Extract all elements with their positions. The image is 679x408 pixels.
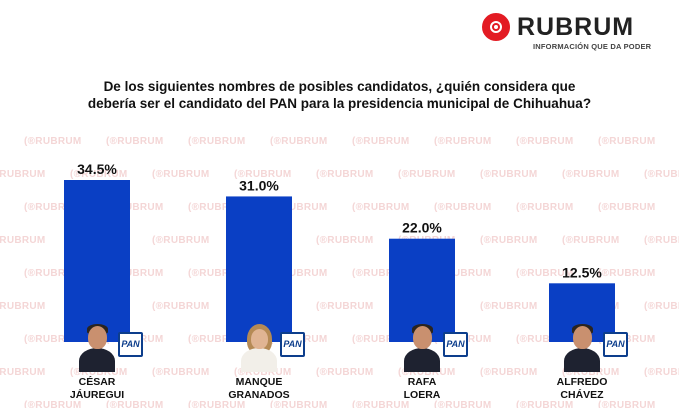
watermark-row: (®RUBRUM(®RUBRUM(®RUBRUM(®RUBRUM(®RUBRUM… [24, 268, 656, 279]
watermark-row: (®RUBRUM(®RUBRUM(®RUBRUM(®RUBRUM(®RUBRUM… [0, 367, 679, 378]
category-label-line: JÁUREGUI [69, 389, 125, 401]
watermark-row: (®RUBRUM(®RUBRUM(®RUBRUM(®RUBRUM(®RUBRUM… [24, 202, 656, 213]
category-label-line: GRANADOS [228, 389, 290, 401]
survey-question: De los siguientes nombres de posibles ca… [10, 78, 669, 112]
value-label-4: 12.5% [562, 264, 602, 280]
candidate-photo-3 [403, 324, 441, 372]
category-label-1: CÉSAR JÁUREGUI [37, 376, 157, 402]
logo-name: RUBRUM [517, 13, 635, 41]
pan-logo-icon: PAN [443, 332, 468, 357]
value-label-3: 22.0% [402, 220, 442, 236]
value-label-2: 31.0% [239, 177, 279, 193]
watermark-row: (®RUBRUM(®RUBRUM(®RUBRUM(®RUBRUM(®RUBRUM… [24, 400, 656, 408]
category-label-2: MANQUE GRANADOS [199, 376, 319, 402]
pan-logo-icon: PAN [603, 332, 628, 357]
pan-logo-icon: PAN [280, 332, 305, 357]
candidate-photo-1 [78, 324, 116, 372]
candidate-photo-4 [563, 324, 601, 372]
question-line-2: debería ser el candidato del PAN para la… [87, 96, 592, 111]
category-label-line: LOERA [403, 389, 441, 401]
bar-1 [64, 180, 130, 342]
watermark-row: (®RUBRUM(®RUBRUM(®RUBRUM(®RUBRUM(®RUBRUM… [0, 169, 679, 180]
category-label-line: RAFA [407, 376, 437, 388]
watermark-row: (®RUBRUM(®RUBRUM(®RUBRUM(®RUBRUM(®RUBRUM… [24, 136, 656, 147]
category-label-line: MANQUE [235, 376, 283, 388]
pan-logo-icon: PAN [118, 332, 143, 357]
question-line-1: De los siguientes nombres de posibles ca… [103, 79, 576, 94]
rubrum-logo: RUBRUM INFORMACIÓN QUE DA PODER [481, 10, 671, 54]
candidate-photo-2 [240, 324, 278, 372]
category-label-line: CÉSAR [78, 376, 116, 388]
value-label-1: 34.5% [77, 161, 117, 177]
category-label-4: ALFREDO CHÁVEZ [522, 376, 642, 402]
bar-2 [226, 196, 292, 342]
logo-ring-icon [482, 13, 510, 41]
logo-tagline: INFORMACIÓN QUE DA PODER [533, 42, 652, 51]
category-label-3: RAFA LOERA [362, 376, 482, 402]
category-label-line: ALFREDO [556, 376, 608, 388]
category-label-line: CHÁVEZ [560, 389, 604, 401]
